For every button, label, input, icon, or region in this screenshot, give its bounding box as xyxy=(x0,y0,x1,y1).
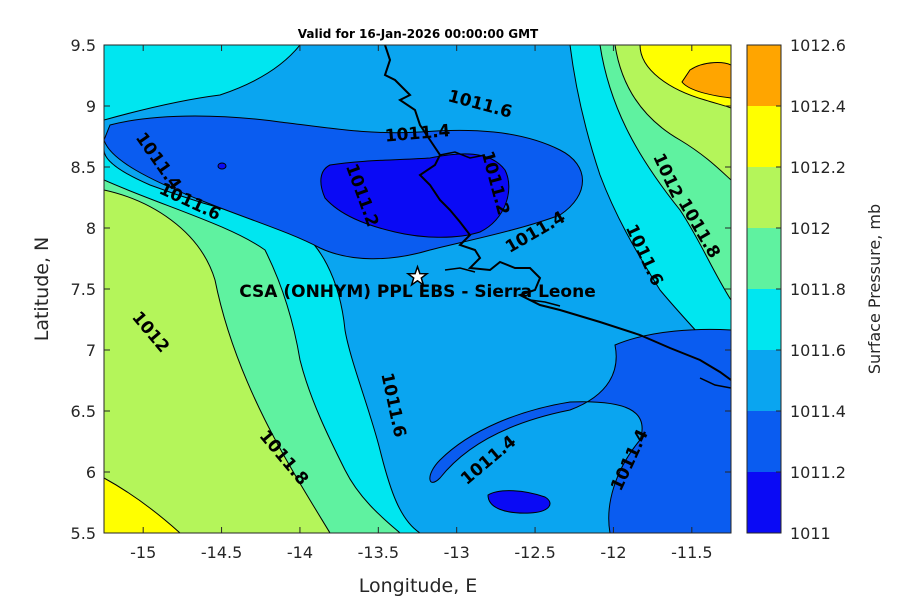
x-tick-label: -14 xyxy=(287,543,313,562)
colorbar-tick-label: 1012 xyxy=(790,219,831,238)
x-tick-label: -14.5 xyxy=(201,543,242,562)
site-marker xyxy=(405,264,430,287)
colorbar-swatch xyxy=(747,106,781,167)
colorbar-tick-label: 1012.2 xyxy=(790,158,846,177)
contour-map xyxy=(104,45,731,533)
y-tick-label: 6 xyxy=(86,463,96,482)
x-tick-label: -15 xyxy=(130,543,156,562)
x-tick-label: -11.5 xyxy=(671,543,712,562)
colorbar-tick-label: 1011.8 xyxy=(790,280,846,299)
level-fill-1012.4-east xyxy=(681,62,731,99)
y-tick-label: 7 xyxy=(86,341,96,360)
y-axis-label: Latitude, N xyxy=(31,237,53,342)
level-fill-1012-west xyxy=(104,189,331,533)
y-tick-label: 6.5 xyxy=(71,402,96,421)
colorbar: 1011 1011.2 1011.4 1011.6 1011.8 1012 1012.2 10… xyxy=(746,36,846,543)
colorbar-swatch xyxy=(747,289,781,350)
chart-title: Valid for 16-Jan-2026 00:00:00 GMT xyxy=(298,27,539,41)
colorbar-label: Surface Pressure, mb xyxy=(865,204,884,374)
colorbar-tick-label: 1011.6 xyxy=(790,341,846,360)
x-tick-label: -13 xyxy=(444,543,470,562)
level-fill-1011-central xyxy=(320,153,510,238)
x-axis-label: Longitude, E xyxy=(359,575,478,597)
level-fill-small-low xyxy=(217,162,227,170)
colorbar-swatch xyxy=(747,350,781,411)
site-star-icon xyxy=(405,264,430,287)
x-axis-ticks: -15 -14.5 -14 -13.5 -13 -12.5 -12 -11.5 xyxy=(130,45,713,562)
y-tick-label: 8 xyxy=(86,219,96,238)
colorbar-swatch xyxy=(747,167,781,228)
colorbar-swatch xyxy=(747,45,781,106)
x-tick-label: -13.5 xyxy=(358,543,399,562)
y-axis-ticks: 5.5 6 6.5 7 7.5 8 8.5 9 9.5 xyxy=(71,36,731,543)
y-tick-label: 9.5 xyxy=(71,36,96,55)
x-tick-label: -12.5 xyxy=(514,543,555,562)
colorbar-tick-label: 1012.6 xyxy=(790,36,846,55)
colorbar-tick-label: 1011.2 xyxy=(790,463,846,482)
y-tick-label: 5.5 xyxy=(71,524,96,543)
y-tick-label: 7.5 xyxy=(71,280,96,299)
colorbar-tick-label: 1011.4 xyxy=(790,402,846,421)
y-tick-label: 8.5 xyxy=(71,158,96,177)
colorbar-tick-label: 1011 xyxy=(790,524,831,543)
y-tick-label: 9 xyxy=(86,97,96,116)
colorbar-swatch xyxy=(747,472,781,533)
x-tick-label: -12 xyxy=(600,543,626,562)
coastline xyxy=(383,45,731,381)
coastline-islands xyxy=(439,151,731,389)
level-fill-1011-southeast xyxy=(487,490,551,514)
colorbar-swatch xyxy=(747,411,781,472)
colorbar-swatch xyxy=(747,228,781,289)
site-label: CSA (ONHYM) PPL EBS - Sierra Leone xyxy=(239,282,596,302)
colorbar-tick-label: 1012.4 xyxy=(790,97,846,116)
